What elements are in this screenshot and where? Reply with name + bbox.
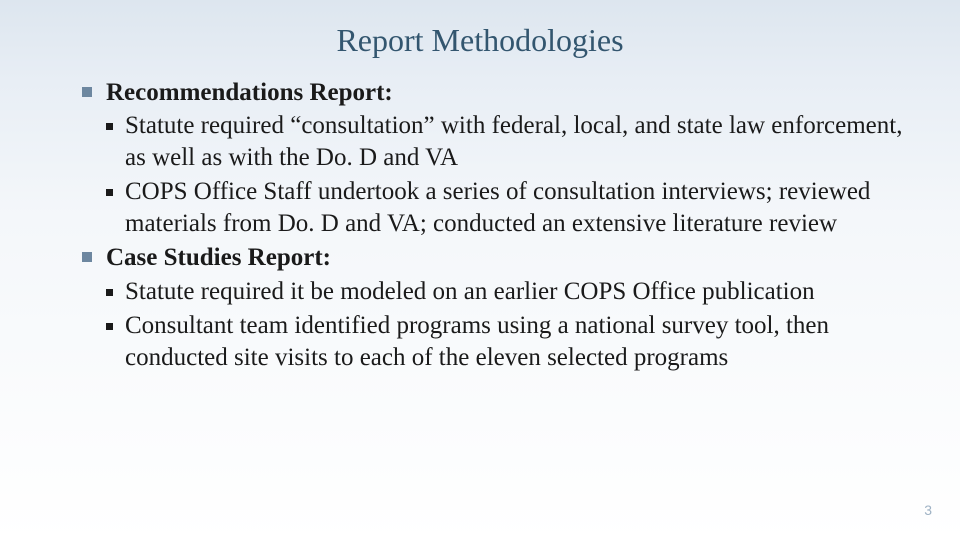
list-item: Statute required it be modeled on an ear… [106,276,910,308]
list-item-text: Statute required “consultation” with fed… [125,110,910,174]
square-bullet-icon [82,87,92,97]
square-bullet-icon [106,289,113,296]
list-item-text: Consultant team identified programs usin… [125,310,910,374]
section-heading: Case Studies Report: [106,242,331,273]
square-bullet-icon [106,123,113,130]
list-item: Consultant team identified programs usin… [106,310,910,374]
square-bullet-icon [106,323,113,330]
list-item-text: COPS Office Staff undertook a series of … [125,176,910,240]
list-item: Recommendations Report: [82,77,910,108]
list-item-text: Statute required it be modeled on an ear… [125,276,815,308]
square-bullet-icon [82,252,92,262]
slide-title: Report Methodologies [0,0,960,77]
section-heading: Recommendations Report: [106,77,393,108]
square-bullet-icon [106,189,113,196]
slide-content: Recommendations Report: Statute required… [0,77,960,374]
list-item: Statute required “consultation” with fed… [106,110,910,174]
page-number: 3 [924,502,932,518]
list-item: Case Studies Report: [82,242,910,273]
list-item: COPS Office Staff undertook a series of … [106,176,910,240]
